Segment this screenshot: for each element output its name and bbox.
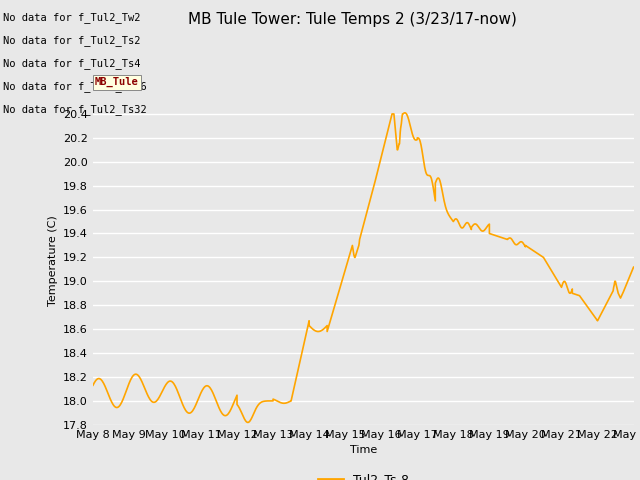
Text: No data for f_Tul2_Ts32: No data for f_Tul2_Ts32 [3, 104, 147, 115]
Text: No data for f_Tul2_Ts16: No data for f_Tul2_Ts16 [3, 81, 147, 92]
Text: No data for f_Tul2_Ts4: No data for f_Tul2_Ts4 [3, 58, 141, 69]
X-axis label: Time: Time [349, 445, 377, 455]
Y-axis label: Temperature (C): Temperature (C) [47, 215, 58, 306]
Text: MB Tule Tower: Tule Temps 2 (3/23/17-now): MB Tule Tower: Tule Temps 2 (3/23/17-now… [188, 12, 516, 27]
Text: No data for f_Tul2_Tw2: No data for f_Tul2_Tw2 [3, 12, 141, 23]
Text: No data for f_Tul2_Ts2: No data for f_Tul2_Ts2 [3, 35, 141, 46]
Text: MB_Tule: MB_Tule [95, 77, 138, 87]
Legend: Tul2_Ts-8: Tul2_Ts-8 [313, 468, 413, 480]
